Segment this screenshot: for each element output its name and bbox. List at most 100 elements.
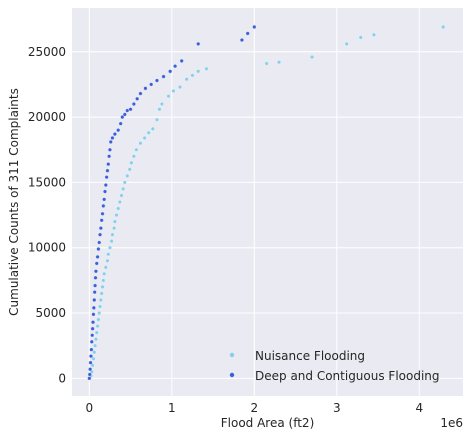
data-point — [108, 139, 113, 144]
data-point — [103, 265, 108, 270]
data-point — [92, 290, 97, 295]
data-point — [116, 128, 121, 133]
data-point — [93, 269, 98, 274]
data-point — [100, 284, 105, 289]
data-point — [112, 219, 117, 224]
y-tick-label: 20000 — [28, 110, 66, 124]
data-point — [125, 108, 130, 113]
grid-layer — [72, 8, 463, 396]
legend-label: Nuisance Flooding — [255, 349, 365, 363]
data-point — [103, 183, 108, 187]
data-point — [104, 175, 109, 180]
data-point — [93, 283, 98, 288]
data-point — [129, 160, 134, 165]
data-point — [116, 206, 121, 211]
y-tick-label: 15000 — [28, 175, 66, 189]
data-point — [89, 354, 93, 359]
data-point — [371, 32, 376, 37]
data-point — [101, 203, 106, 208]
data-point — [106, 252, 111, 257]
legend-marker — [229, 352, 235, 358]
data-point — [89, 347, 94, 352]
data-point — [91, 312, 96, 317]
data-point — [112, 132, 117, 137]
legend: Nuisance Flooding Deep and Contiguous Flo… — [229, 349, 440, 383]
data-point — [98, 226, 103, 231]
data-point — [92, 350, 97, 355]
data-point — [88, 367, 93, 372]
data-point — [114, 213, 119, 218]
x-axis-label: Flood Area (ft2) — [221, 416, 315, 430]
data-point — [155, 117, 159, 122]
legend-marker — [229, 372, 235, 378]
x-tick-label: 4 — [415, 401, 423, 415]
data-point — [143, 86, 148, 91]
y-tick-label: 5000 — [35, 306, 66, 320]
data-point — [96, 247, 101, 251]
data-point — [166, 94, 171, 99]
data-point — [204, 66, 209, 71]
data-point — [135, 96, 140, 101]
data-point — [94, 261, 99, 266]
data-point — [179, 58, 184, 63]
data-point — [93, 343, 98, 348]
data-point — [178, 85, 183, 89]
y-tick-label: 0 — [58, 371, 66, 385]
y-tick-label: 10000 — [28, 241, 66, 255]
data-point — [128, 107, 133, 112]
legend-label: Deep and Contiguous Flooding — [255, 369, 440, 383]
x-tick-label: 0 — [86, 401, 94, 415]
data-point — [190, 73, 195, 78]
data-point — [98, 298, 103, 302]
data-point — [107, 154, 112, 159]
data-point — [122, 112, 127, 117]
data-point — [155, 78, 159, 83]
data-point — [110, 136, 115, 140]
data-point — [91, 356, 96, 361]
data-point — [98, 304, 102, 309]
data-point — [99, 291, 104, 296]
data-point — [92, 298, 97, 302]
data-point — [171, 89, 176, 93]
data-point — [107, 147, 112, 152]
data-point — [134, 147, 139, 152]
data-point — [117, 200, 122, 204]
data-point — [107, 245, 112, 250]
data-point — [245, 31, 250, 36]
data-point — [196, 69, 201, 74]
data-point — [142, 136, 147, 140]
data-point — [98, 232, 102, 237]
data-point — [252, 24, 257, 29]
data-point — [239, 38, 244, 42]
data-point — [358, 35, 363, 40]
data-point — [88, 360, 93, 365]
data-point — [196, 41, 201, 46]
data-point — [120, 115, 125, 120]
data-point — [90, 333, 95, 338]
data-point — [173, 64, 178, 69]
data-points — [87, 24, 446, 381]
data-point — [103, 189, 107, 194]
data-point — [184, 77, 189, 82]
data-point — [93, 337, 98, 342]
y-tick-label: 25000 — [28, 45, 66, 59]
data-point — [91, 320, 95, 325]
data-point — [131, 102, 136, 106]
data-point — [112, 226, 117, 231]
x-tick-label: 1 — [168, 401, 176, 415]
x-tick-label: 2 — [250, 401, 258, 415]
data-point — [127, 167, 132, 172]
data-point — [91, 305, 96, 310]
data-point — [149, 82, 154, 87]
data-point — [118, 121, 123, 126]
data-point — [264, 61, 269, 66]
data-point — [89, 339, 94, 344]
data-point — [95, 254, 100, 259]
data-point — [87, 372, 92, 377]
data-point — [310, 55, 314, 59]
data-point — [95, 324, 100, 329]
data-point — [109, 239, 114, 244]
data-point — [138, 91, 143, 96]
data-point — [138, 141, 143, 146]
